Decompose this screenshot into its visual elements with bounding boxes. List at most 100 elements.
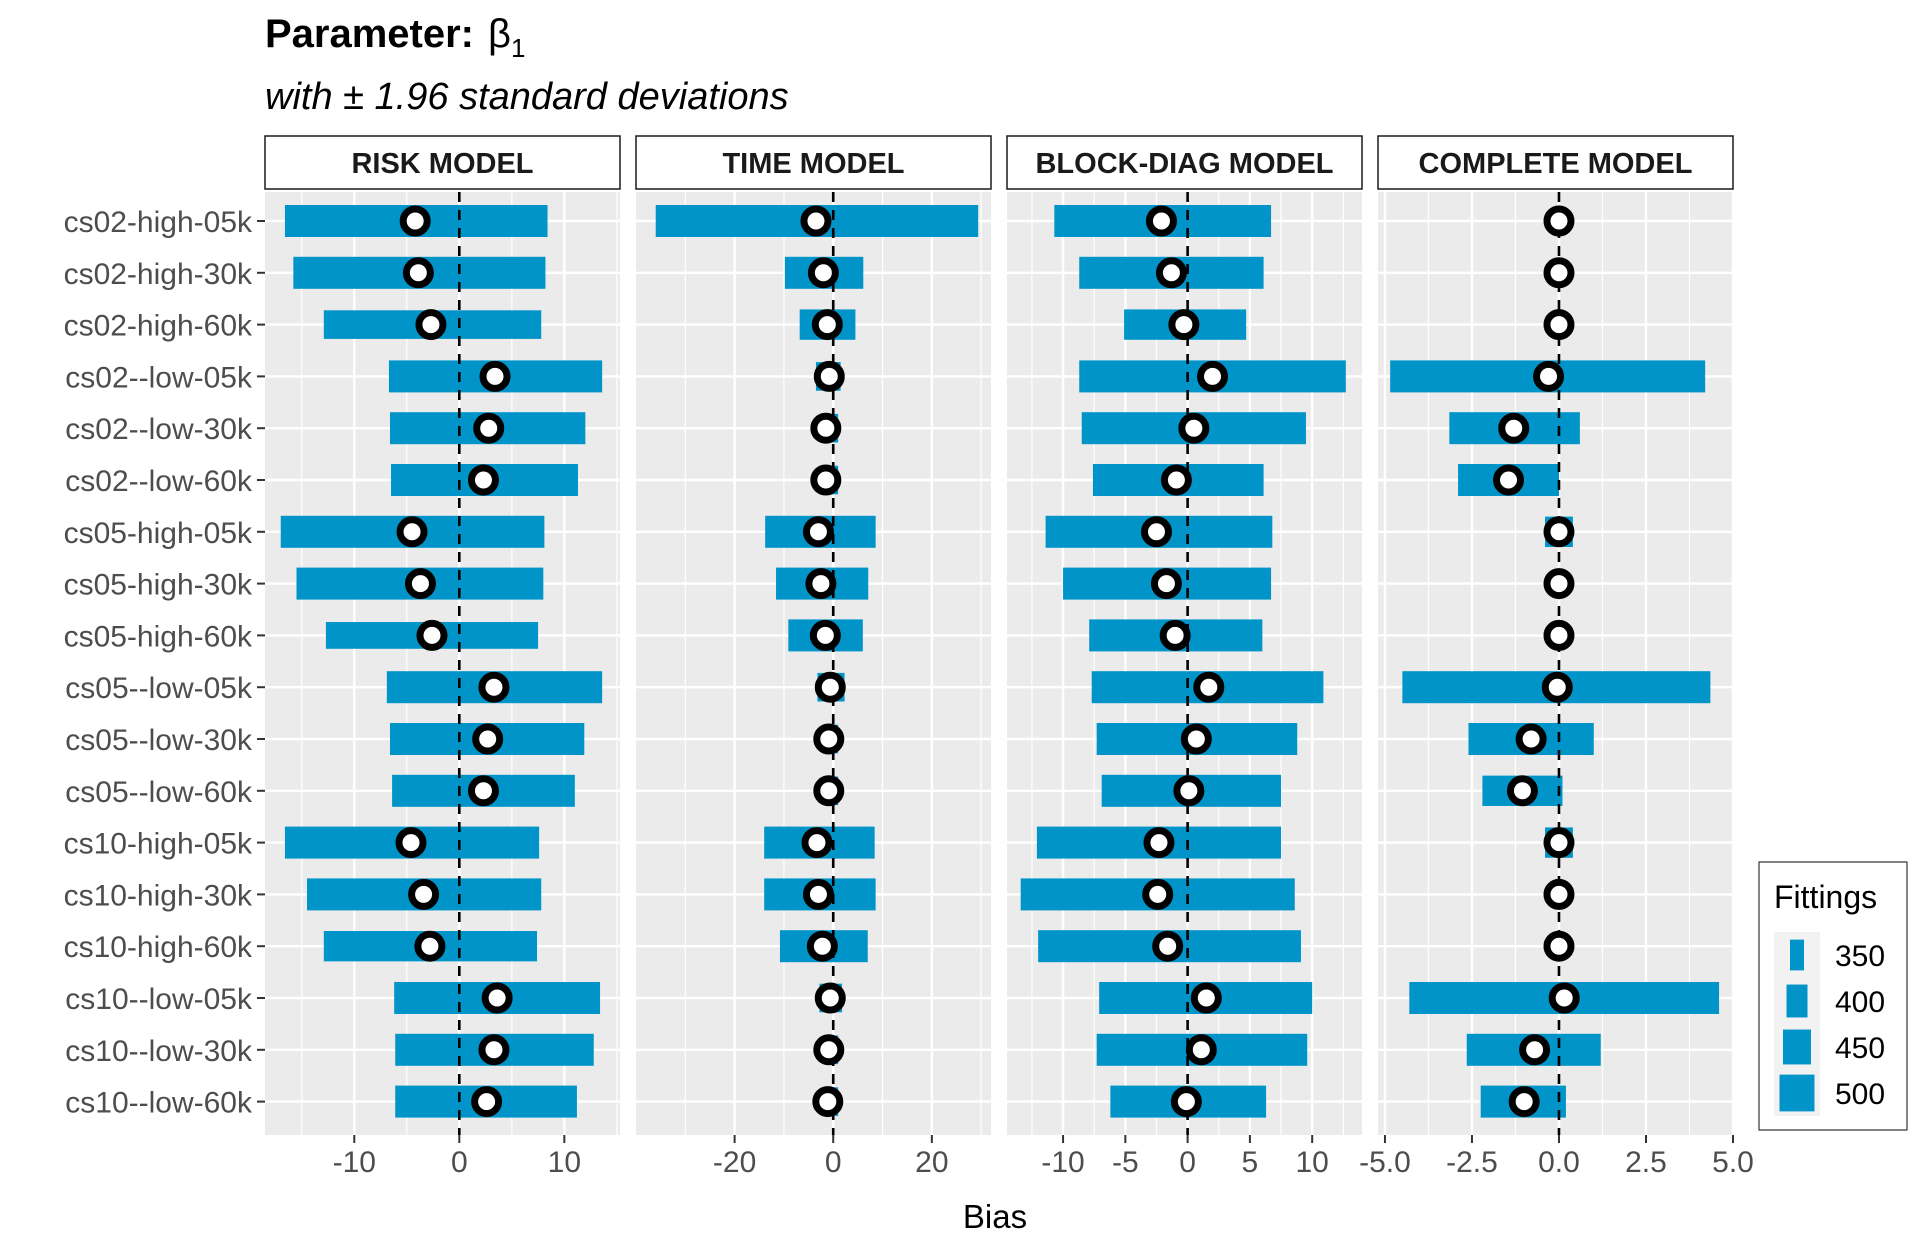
- bias-point: [1543, 205, 1575, 237]
- bias-point: [1185, 1034, 1217, 1066]
- chart-subtitle: with ± 1.96 standard deviations: [265, 76, 789, 118]
- legend-key-swatch: [1779, 1074, 1815, 1112]
- bias-point: [813, 360, 845, 392]
- bias-point: [800, 205, 832, 237]
- panel-block-diag-model: BLOCK-DIAG MODEL -10 -5 0 5 10: [1006, 135, 1363, 1179]
- bias-point: [1543, 516, 1575, 548]
- bias-point: [467, 775, 499, 807]
- x-tick-label: -20: [713, 1146, 756, 1179]
- x-tick-label: -10: [333, 1146, 376, 1179]
- y-category-label: cs10--low-60k: [65, 1087, 253, 1120]
- legend-label: 450: [1835, 1032, 1885, 1065]
- facet-strip-label: RISK MODEL: [351, 148, 533, 180]
- bias-point: [1160, 464, 1192, 496]
- y-category-label: cs05-high-30k: [64, 569, 253, 602]
- bias-point: [1543, 878, 1575, 910]
- legend-key-swatch: [1783, 1029, 1811, 1065]
- x-tick-label: 0: [825, 1146, 842, 1179]
- bias-point: [481, 982, 513, 1014]
- y-category-label: cs02--low-60k: [65, 465, 253, 498]
- bias-point: [1193, 671, 1225, 703]
- bias-point: [814, 982, 846, 1014]
- facet-strip-label: TIME MODEL: [722, 148, 904, 180]
- bias-point: [479, 360, 511, 392]
- bias-point: [802, 878, 834, 910]
- facet-panels: RISK MODEL -10 0 10 TIME MODEL -20 0 20 BLOCK-DI…: [264, 135, 1754, 1179]
- bias-point: [478, 671, 510, 703]
- bias-point: [810, 412, 842, 444]
- x-tick-label: 20: [915, 1146, 948, 1179]
- panel-time-model: TIME MODEL -20 0 20: [635, 135, 992, 1179]
- y-category-label: cs10-high-30k: [64, 879, 253, 912]
- bias-point: [1159, 619, 1191, 651]
- x-tick-label: 10: [548, 1146, 581, 1179]
- x-tick-label: 0.0: [1538, 1146, 1580, 1179]
- x-tick-label: 2.5: [1625, 1146, 1667, 1179]
- bias-point: [396, 516, 428, 548]
- x-tick-label: -10: [1041, 1146, 1084, 1179]
- bias-point: [404, 568, 436, 600]
- y-category-label: cs02-high-60k: [64, 310, 253, 343]
- bias-point: [471, 1086, 503, 1118]
- bias-point: [1178, 412, 1210, 444]
- bias-point: [1541, 671, 1573, 703]
- y-category-label: cs02-high-05k: [64, 206, 253, 239]
- bias-point: [1543, 827, 1575, 859]
- panel-background: [1007, 192, 1362, 1135]
- x-tick-label: 10: [1295, 1146, 1328, 1179]
- bias-point: [1170, 1086, 1202, 1118]
- y-axis-category-labels: cs02-high-05k cs02-high-30k cs02-high-60k c…: [64, 206, 265, 1120]
- x-tick-label: -5.0: [1359, 1146, 1411, 1179]
- bias-point: [1519, 1034, 1551, 1066]
- legend-key-swatch: [1790, 939, 1804, 971]
- x-tick-label: 0: [451, 1146, 468, 1179]
- facet-strip: [264, 135, 621, 190]
- bias-point: [813, 775, 845, 807]
- bias-point: [807, 257, 839, 289]
- panel-complete-model: COMPLETE MODEL -5.0 -2.5 0.0 2.5 5.0: [1359, 135, 1754, 1179]
- bias-point: [1515, 723, 1547, 755]
- bias-point: [801, 827, 833, 859]
- bias-point: [478, 1034, 510, 1066]
- bias-point: [1508, 1086, 1540, 1118]
- bias-point: [395, 827, 427, 859]
- bias-point: [1152, 930, 1184, 962]
- bias-point: [408, 878, 440, 910]
- x-tick-label: -5: [1112, 1146, 1139, 1179]
- bias-point: [1180, 723, 1212, 755]
- bias-point: [810, 464, 842, 496]
- legend-key-swatch: [1786, 984, 1808, 1018]
- y-category-label: cs05-high-60k: [64, 620, 253, 653]
- y-category-label: cs02--low-05k: [65, 361, 253, 394]
- bias-point: [472, 723, 504, 755]
- facet-strip: [1377, 135, 1734, 190]
- bias-point: [1543, 309, 1575, 341]
- bias-point: [1543, 930, 1575, 962]
- x-tick-label: 0: [1179, 1146, 1196, 1179]
- y-category-label: cs10--low-30k: [65, 1035, 253, 1068]
- bias-point: [1173, 775, 1205, 807]
- bias-point: [812, 1086, 844, 1118]
- legend-title: Fittings: [1774, 879, 1877, 915]
- bias-point: [473, 412, 505, 444]
- panel-background: [265, 192, 620, 1135]
- bias-point: [814, 671, 846, 703]
- chart-title: Parameter: β1: [265, 12, 526, 63]
- bias-point: [1498, 412, 1530, 444]
- bias-point: [1493, 464, 1525, 496]
- bias-point: [1143, 827, 1175, 859]
- bias-point: [1142, 878, 1174, 910]
- y-category-label: cs02-high-30k: [64, 258, 253, 291]
- bias-point: [402, 257, 434, 289]
- facet-strip: [1006, 135, 1363, 190]
- bias-point: [802, 516, 834, 548]
- bias-point: [809, 619, 841, 651]
- x-axis-title: Bias: [963, 1198, 1027, 1235]
- legend: Fittings 350 400 450 500: [1758, 861, 1908, 1131]
- bias-point: [1190, 982, 1222, 1014]
- bias-point: [414, 930, 446, 962]
- bias-point: [416, 619, 448, 651]
- bias-point: [1506, 775, 1538, 807]
- bias-point: [805, 568, 837, 600]
